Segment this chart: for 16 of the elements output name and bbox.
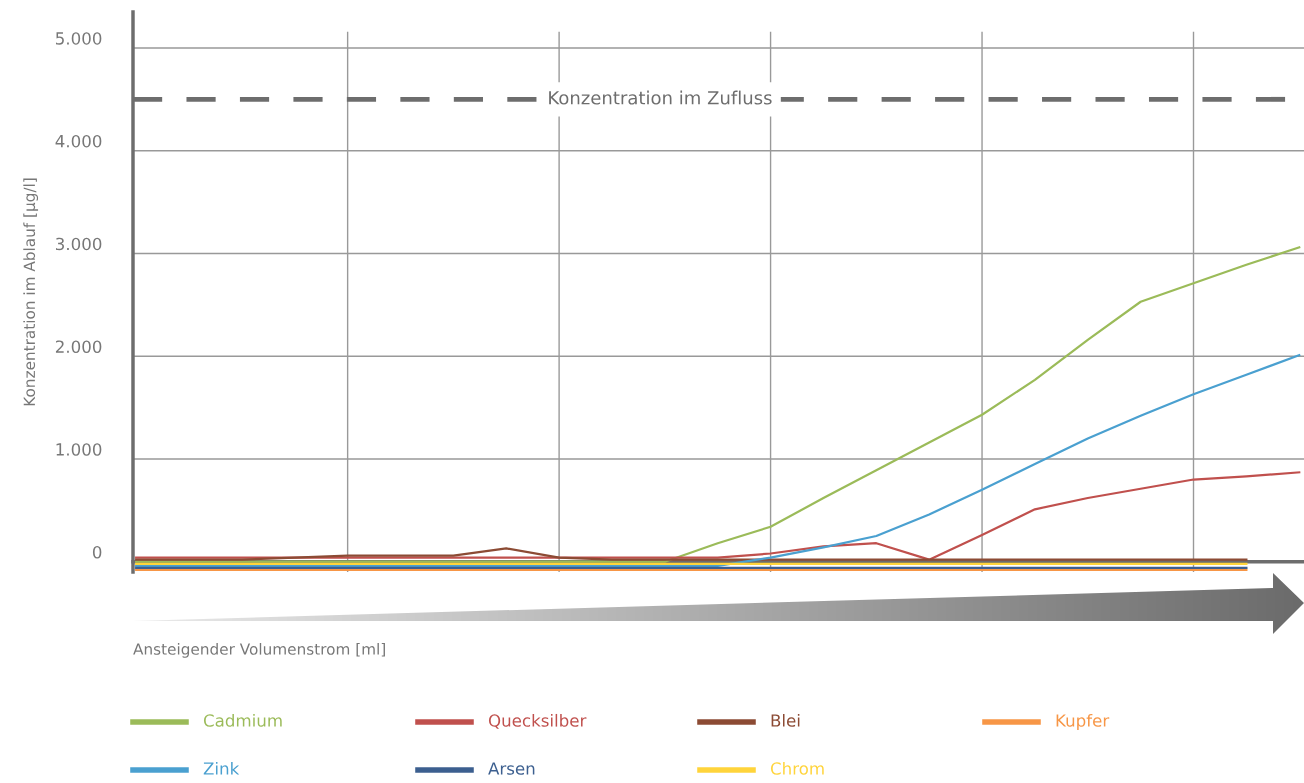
legend-label: Kupfer	[1056, 713, 1110, 731]
legend-label: Arsen	[488, 762, 535, 775]
ref-line-label: Konzentration im Zufluss	[549, 90, 772, 105]
legend-label: Cadmium	[203, 713, 282, 727]
legend-label: Zink	[203, 761, 240, 775]
legend-label: Chrom	[770, 761, 824, 775]
y-tick-label: 3.000	[56, 237, 102, 251]
y-axis-title: Konzentration im Ablauf [µg/l]	[23, 178, 39, 406]
y-tick-label: 4.000	[55, 134, 102, 148]
legend-label: Blei	[771, 713, 800, 727]
y-tick-label: 1.000	[56, 443, 102, 456]
y-tick-label: 5.000	[56, 32, 102, 45]
y-tick-label: 0	[92, 545, 102, 559]
x-axis-title: Ansteigender Volumenstrom [ml]	[133, 643, 385, 658]
legend-label: Quecksilber	[488, 713, 587, 729]
y-tick-label: 2.000	[55, 340, 102, 353]
